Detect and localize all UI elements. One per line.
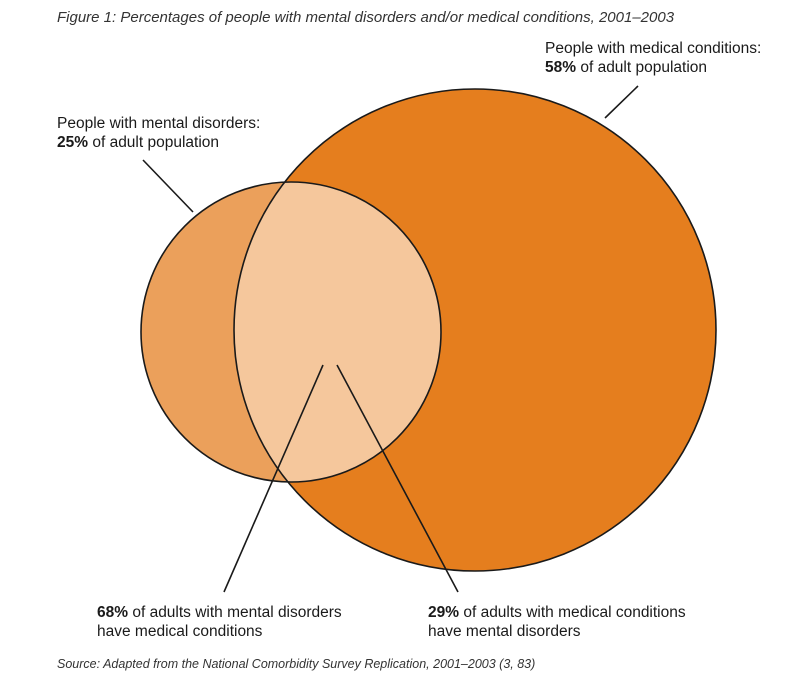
medical-with-mental-line2: have mental disorders <box>428 623 581 640</box>
leader-line-medical-with-mental <box>336 364 459 593</box>
leader-line-medical <box>604 85 639 119</box>
figure-title: Figure 1: Percentages of people with men… <box>57 9 675 26</box>
medical-with-mental-percent: 29% <box>428 604 460 621</box>
medical-with-mental-label: 29% of adults with medical conditions ha… <box>428 603 686 641</box>
medical-conditions-outline <box>233 88 717 572</box>
mental-with-medical-percent: 68% <box>97 604 129 621</box>
medical-conditions-label: People with medical conditions: 58% of a… <box>545 39 761 77</box>
source-note: Source: Adapted from the National Comorb… <box>57 657 536 671</box>
mental-disorders-outline <box>140 181 442 483</box>
mental-with-medical-rest: of adults with mental disorders <box>128 604 342 621</box>
leader-line-mental-with-medical <box>223 364 324 593</box>
overlap-region <box>234 182 441 482</box>
mental-percent: 25% <box>57 134 89 151</box>
mental-with-medical-label: 68% of adults with mental disorders have… <box>97 603 342 641</box>
leader-line-mental <box>142 159 194 213</box>
mental-label-rest: of adult population <box>88 134 220 151</box>
medical-label-rest: of adult population <box>576 59 708 76</box>
medical-with-mental-rest: of adults with medical conditions <box>459 604 686 621</box>
mental-with-medical-line2: have medical conditions <box>97 623 263 640</box>
medical-label-line1: People with medical conditions: <box>545 40 762 57</box>
mental-label-line1: People with mental disorders: <box>57 115 261 132</box>
mental-disorders-label: People with mental disorders: 25% of adu… <box>57 114 260 152</box>
medical-percent: 58% <box>545 59 577 76</box>
